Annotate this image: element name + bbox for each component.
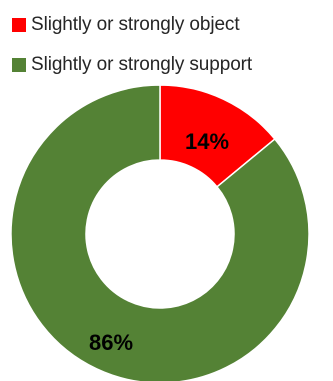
legend-swatch-object xyxy=(12,18,26,32)
legend-item-support: Slightly or strongly support xyxy=(12,52,330,78)
donut-slice-support xyxy=(10,84,310,381)
legend-swatch-support xyxy=(12,58,26,72)
legend-label-object: Slightly or strongly object xyxy=(31,14,240,35)
donut-slices xyxy=(10,84,310,381)
donut-data-labels: 14% 86% xyxy=(89,129,229,355)
chart-legend: Slightly or strongly object Slightly or … xyxy=(12,12,330,92)
legend-label-support: Slightly or strongly support xyxy=(31,54,253,75)
data-label-object: 14% xyxy=(185,129,229,154)
data-label-support: 86% xyxy=(89,330,133,355)
legend-item-object: Slightly or strongly object xyxy=(12,12,330,38)
